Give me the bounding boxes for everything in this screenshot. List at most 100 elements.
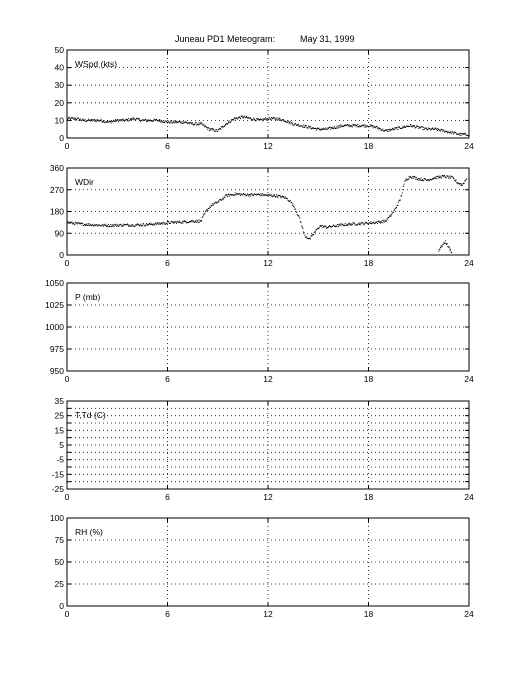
data-point <box>353 222 355 224</box>
data-point <box>410 124 412 126</box>
data-point <box>339 126 341 128</box>
data-point <box>432 128 434 130</box>
data-point <box>129 119 131 121</box>
data-point <box>165 120 167 122</box>
data-point <box>397 129 399 131</box>
data-point <box>409 175 411 177</box>
data-point <box>376 221 378 223</box>
data-point <box>311 234 313 236</box>
data-point <box>437 177 439 179</box>
data-point <box>457 133 459 135</box>
data-point <box>94 120 96 122</box>
data-point <box>388 129 390 131</box>
data-point <box>317 228 319 230</box>
data-point <box>438 129 440 131</box>
data-point <box>124 119 126 121</box>
data-point <box>322 127 324 129</box>
data-point <box>259 194 261 196</box>
data-point <box>85 223 87 225</box>
data-point <box>313 231 315 233</box>
data-point <box>351 125 353 127</box>
data-point <box>257 193 259 195</box>
data-point <box>442 175 444 177</box>
data-point <box>348 124 350 126</box>
data-point <box>297 125 299 127</box>
data-point <box>266 119 268 121</box>
data-point <box>385 129 387 131</box>
data-point <box>316 227 318 229</box>
data-point <box>210 129 212 131</box>
data-point <box>382 222 384 224</box>
data-point <box>256 118 258 120</box>
data-point <box>221 126 223 128</box>
data-point <box>359 222 361 224</box>
data-point <box>256 194 258 196</box>
data-point <box>465 134 467 136</box>
data-point <box>457 183 459 185</box>
data-point <box>299 125 301 127</box>
data-point <box>135 118 137 120</box>
data-point <box>384 130 386 132</box>
data-point <box>193 124 195 126</box>
panel-3: 0 6 12 18 24 950 975 1000 1025 1050 P (mb) <box>45 278 474 384</box>
data-point <box>326 128 328 130</box>
data-point <box>239 195 241 197</box>
data-point <box>165 222 167 224</box>
data-point <box>122 119 124 121</box>
data-point <box>316 229 318 231</box>
data-point <box>206 208 208 210</box>
data-point <box>178 121 180 123</box>
data-point <box>419 127 421 129</box>
data-point <box>429 128 431 130</box>
data-point <box>155 119 157 121</box>
data-point <box>141 119 143 121</box>
y-tick-label: 180 <box>50 207 64 217</box>
data-point <box>344 222 346 224</box>
data-point <box>190 221 192 223</box>
data-point <box>137 117 139 119</box>
data-point <box>167 221 169 223</box>
data-point <box>140 225 142 227</box>
data-point <box>192 122 194 124</box>
data-point <box>387 129 389 131</box>
y-tick-label: 25 <box>55 411 65 421</box>
data-point <box>449 177 451 179</box>
y-tick-label: 30 <box>55 80 65 90</box>
data-point <box>293 124 295 126</box>
data-point <box>453 177 455 179</box>
data-point <box>237 193 239 195</box>
data-point <box>342 224 344 226</box>
data-point <box>237 117 239 119</box>
data-point <box>262 193 264 195</box>
data-point <box>429 128 431 130</box>
data-point <box>222 197 224 199</box>
data-point <box>408 176 410 178</box>
data-point <box>319 128 321 130</box>
data-point <box>180 122 182 124</box>
data-point <box>108 120 110 122</box>
data-point <box>407 178 409 180</box>
data-point <box>195 220 197 222</box>
data-point <box>241 115 243 117</box>
data-point <box>230 121 232 123</box>
data-point <box>432 177 434 179</box>
data-point <box>386 217 388 219</box>
data-point <box>191 123 193 125</box>
data-point <box>217 130 219 132</box>
data-point <box>255 120 257 122</box>
data-point <box>162 223 164 225</box>
data-point <box>299 125 301 127</box>
data-point <box>128 120 130 122</box>
y-tick-label: 90 <box>55 228 65 238</box>
y-tick-label: -15 <box>52 469 65 479</box>
data-point <box>359 125 361 127</box>
data-point <box>461 132 463 134</box>
data-point <box>268 116 270 118</box>
data-point <box>335 225 337 227</box>
data-point <box>229 194 231 196</box>
data-point <box>79 119 81 121</box>
data-point <box>206 127 208 129</box>
data-point <box>396 127 398 129</box>
data-point <box>342 125 344 127</box>
